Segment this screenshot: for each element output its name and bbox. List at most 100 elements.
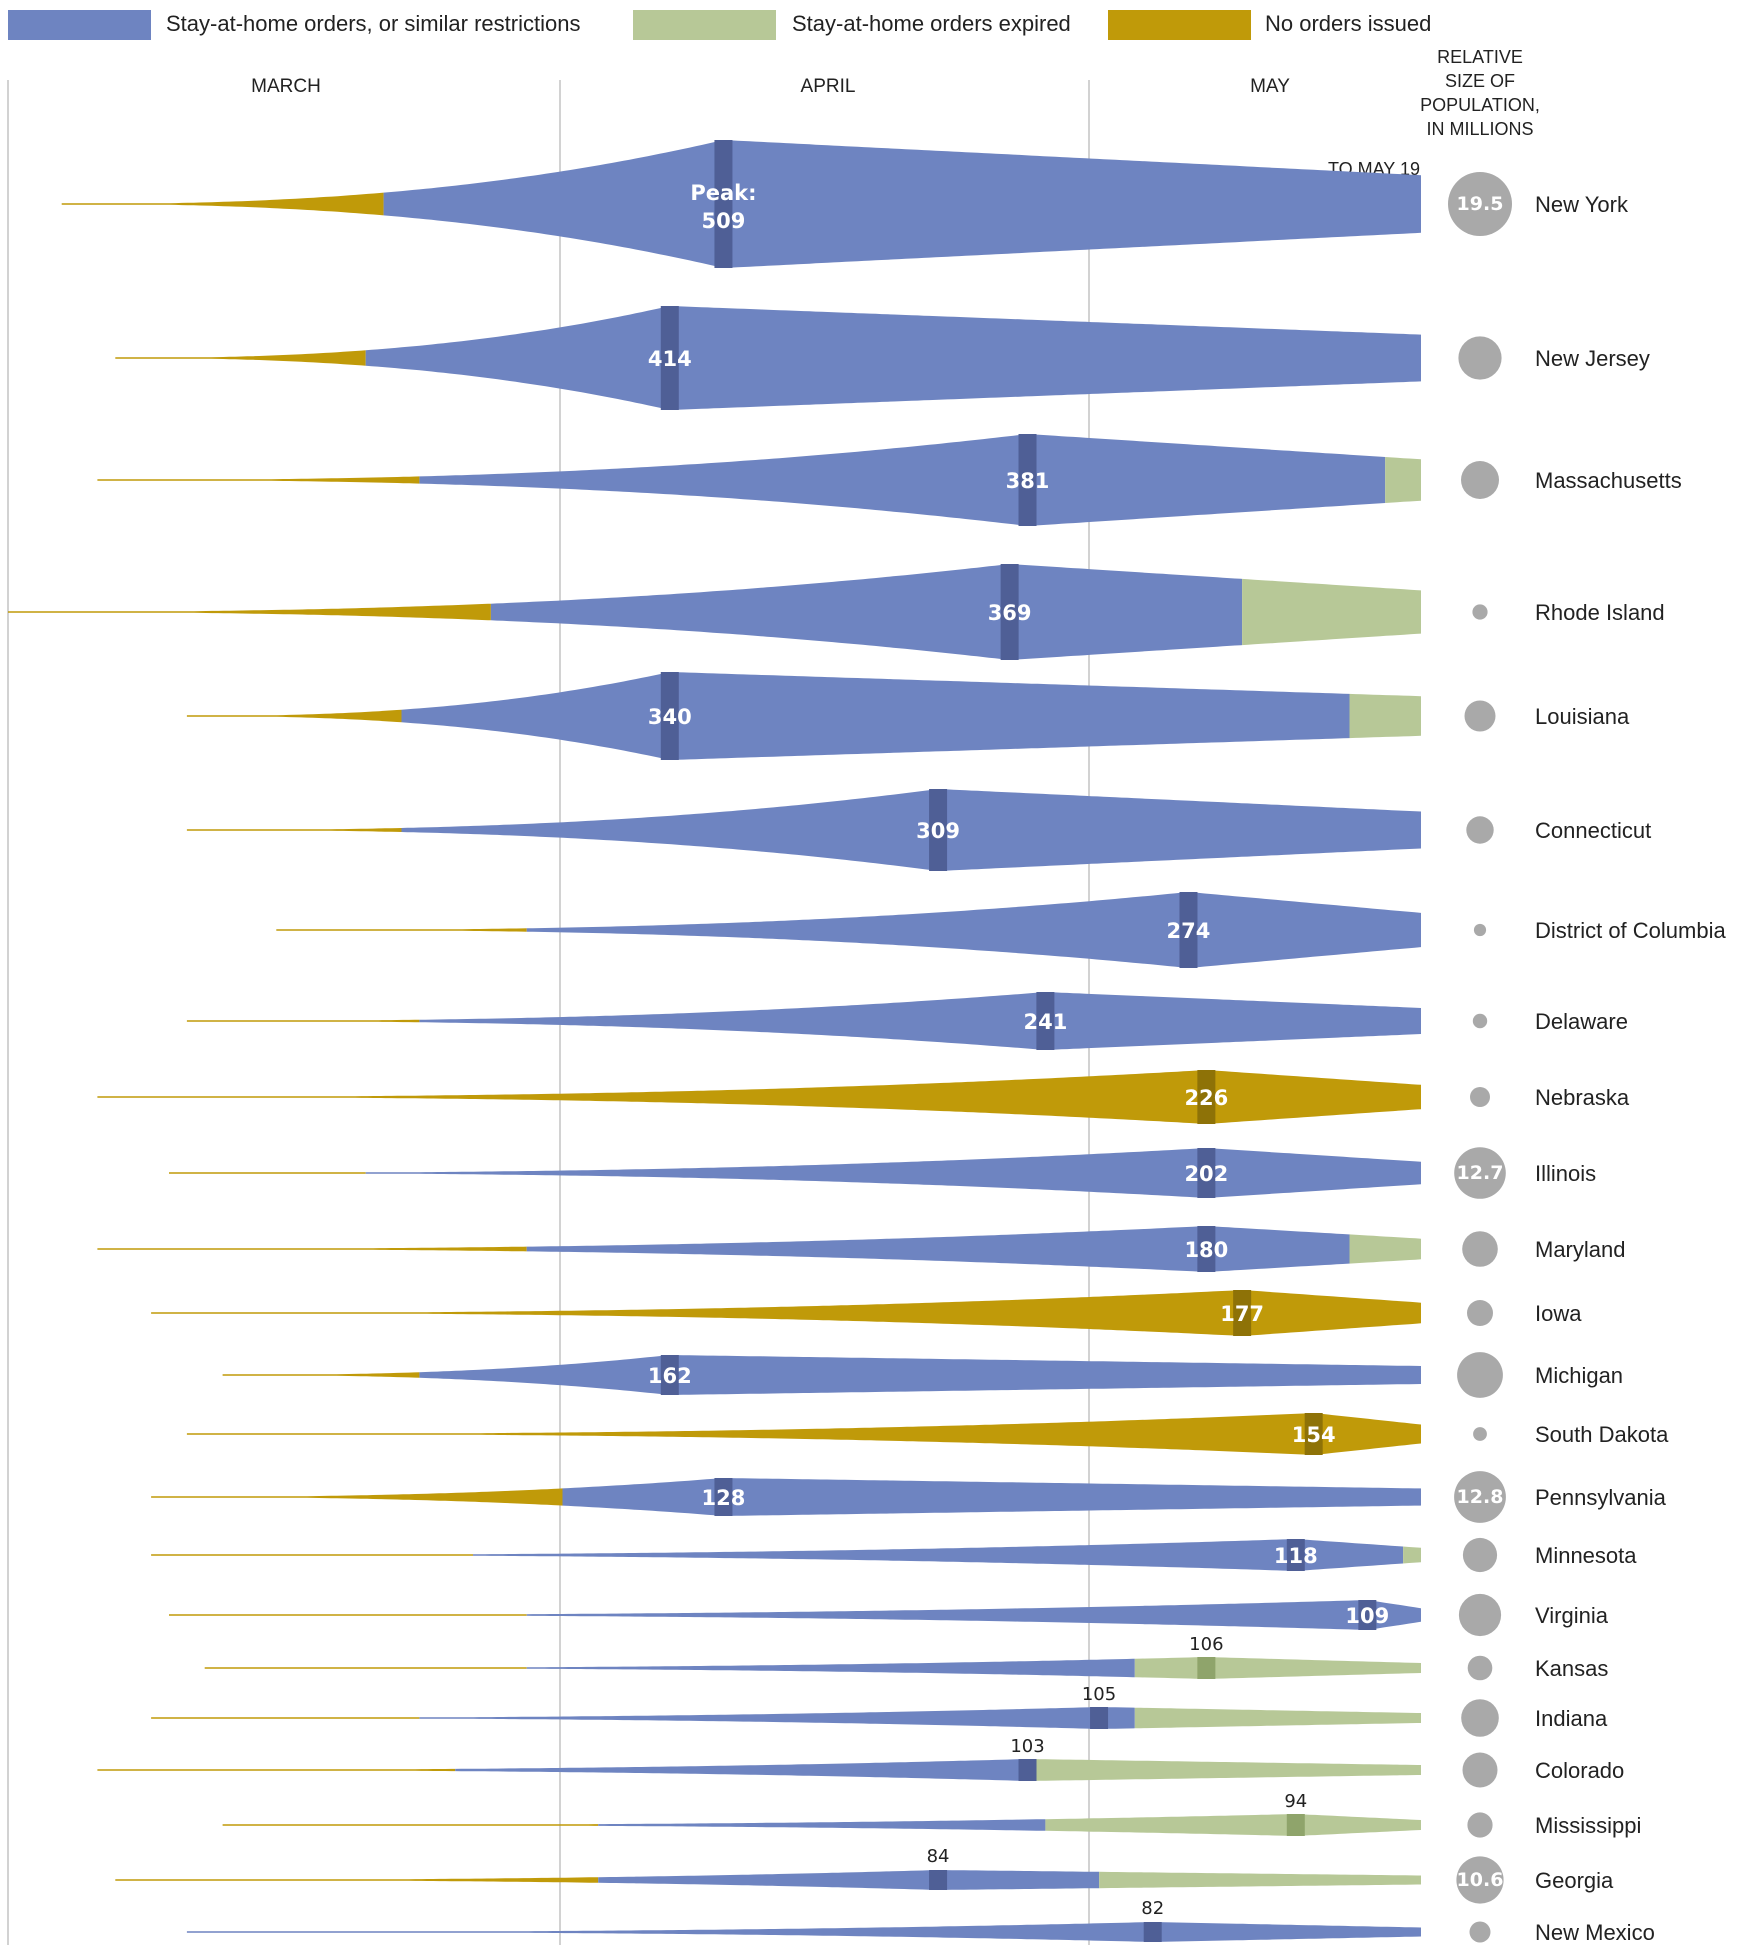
population-header-line-2: SIZE OF <box>1445 71 1515 91</box>
peak-value-label: 226 <box>1184 1086 1228 1110</box>
state-name: Iowa <box>1535 1301 1582 1326</box>
month-labels: MARCH APRIL MAY <box>251 76 1290 97</box>
state-name: Connecticut <box>1535 818 1651 843</box>
state-name: Louisiana <box>1535 704 1630 729</box>
state-name: Kansas <box>1535 1656 1608 1681</box>
band-stay <box>455 1759 1028 1781</box>
peak-marker <box>1197 1657 1216 1679</box>
population-bubble <box>1458 336 1502 380</box>
peak-value-label: 162 <box>648 1364 692 1388</box>
population-bubble <box>1462 1537 1498 1573</box>
band-none <box>61 192 384 216</box>
population-bubble <box>1448 172 1512 236</box>
legend-swatch-stay <box>8 10 151 40</box>
state-name: Pennsylvania <box>1535 1485 1667 1510</box>
band-none <box>97 1246 527 1252</box>
state-row: 154 South Dakota <box>186 1413 1669 1455</box>
state-name: Delaware <box>1535 1009 1628 1034</box>
population-header: RELATIVE SIZE OF POPULATION, IN MILLIONS <box>1420 47 1540 139</box>
peak-marker <box>1179 892 1198 968</box>
population-bubble <box>1457 1352 1503 1398</box>
peak-value-label: 340 <box>648 705 692 729</box>
legend-label-stay: Stay-at-home orders, or similar restrict… <box>166 11 580 36</box>
band-none <box>151 1717 420 1719</box>
band-none <box>97 1070 1421 1124</box>
peak-marker <box>660 306 679 410</box>
peak-marker <box>1036 992 1055 1050</box>
state-row: 274 District of Columbia <box>276 892 1726 968</box>
peak-value-label: 128 <box>702 1486 746 1510</box>
state-row: 309 Connecticut <box>186 789 1651 871</box>
band-stay <box>401 672 1350 760</box>
population-label: 12.8 <box>1457 1486 1504 1508</box>
state-row: 241 Delaware <box>186 992 1628 1050</box>
peak-value-label: 309 <box>916 819 960 843</box>
band-none <box>222 1372 420 1378</box>
band-expired <box>1045 1814 1421 1836</box>
state-row: 177 Iowa <box>151 1290 1582 1336</box>
peak-marker <box>1090 1707 1109 1729</box>
population-label: 10.6 <box>1457 1869 1504 1891</box>
state-name: New Mexico <box>1535 1920 1655 1945</box>
population-bubble <box>1467 1655 1493 1681</box>
band-stay <box>526 892 1421 968</box>
band-stay <box>186 1922 1421 1942</box>
peak-value-label: 180 <box>1184 1238 1228 1262</box>
population-bubble <box>1472 1013 1488 1029</box>
state-name: New Jersey <box>1535 346 1650 371</box>
band-stay <box>598 1870 1100 1890</box>
population-bubble <box>1473 1427 1487 1441</box>
state-name: New York <box>1535 192 1629 217</box>
state-name: Illinois <box>1535 1161 1596 1186</box>
population-bubble <box>1458 1593 1502 1637</box>
peak-prefix: Peak: <box>690 181 756 205</box>
legend-swatch-expired <box>633 10 776 40</box>
population-bubble <box>1470 1087 1490 1107</box>
peak-value-label: 82 <box>1141 1898 1164 1919</box>
state-rows: Peak: 509 19.5 New York 414 New Jersey 381 Mass… <box>8 140 1726 1945</box>
band-expired <box>1027 1759 1421 1781</box>
band-expired <box>1242 578 1421 646</box>
band-none <box>151 1290 1422 1336</box>
band-none <box>169 1172 366 1174</box>
state-row: 381 Massachusetts <box>97 434 1682 526</box>
state-name: Rhode Island <box>1535 600 1665 625</box>
peak-value-label: 177 <box>1220 1302 1264 1326</box>
peak-marker <box>714 1478 733 1516</box>
band-stay <box>598 1819 1046 1831</box>
state-name: Maryland <box>1535 1237 1625 1262</box>
population-bubble <box>1469 1921 1491 1943</box>
state-name: Massachusetts <box>1535 468 1682 493</box>
population-bubble <box>1466 816 1494 844</box>
band-expired <box>1099 1871 1421 1889</box>
state-row: 202 12.7 Illinois <box>169 1147 1596 1199</box>
state-name: Virginia <box>1535 1603 1609 1628</box>
state-name: Nebraska <box>1535 1085 1630 1110</box>
peak-value-label: 241 <box>1023 1010 1067 1034</box>
peak-value-label: 202 <box>1184 1162 1228 1186</box>
month-label-may: MAY <box>1250 76 1290 97</box>
population-bubble <box>1473 923 1487 937</box>
peak-marker <box>660 1355 679 1395</box>
population-label: 19.5 <box>1457 193 1504 215</box>
state-row: 128 12.8 Pennsylvania <box>151 1471 1667 1523</box>
state-row: 162 Michigan <box>222 1352 1623 1398</box>
month-label-april: APRIL <box>801 76 856 97</box>
month-label-march: MARCH <box>251 76 321 97</box>
state-name: Colorado <box>1535 1758 1624 1783</box>
band-stay <box>490 564 1243 660</box>
band-stay <box>401 789 1421 871</box>
band-stay <box>419 434 1386 526</box>
state-row: 118 Minnesota <box>151 1537 1637 1573</box>
band-stay <box>526 1226 1350 1272</box>
band-none <box>186 1019 420 1023</box>
peak-marker <box>1143 1922 1162 1942</box>
state-row: 105 Indiana <box>151 1684 1608 1737</box>
state-row: 84 10.6 Georgia <box>115 1846 1614 1904</box>
peak-value-label: 109 <box>1345 1604 1389 1628</box>
peak-marker <box>1358 1600 1377 1630</box>
peak-marker <box>1000 564 1019 660</box>
band-expired <box>1349 1234 1421 1264</box>
peak-value-label: 105 <box>1082 1684 1116 1705</box>
band-stay <box>562 1478 1421 1516</box>
